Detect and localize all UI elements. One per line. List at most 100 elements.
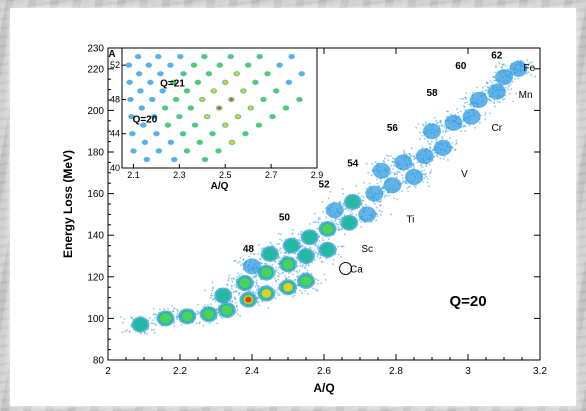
scatter-dot xyxy=(316,289,319,292)
scatter-dot xyxy=(455,139,458,142)
scatter-dot xyxy=(489,79,492,82)
scatter-dot xyxy=(317,279,320,282)
scatter-dot xyxy=(515,92,517,95)
inset-blob-core xyxy=(180,131,186,136)
inset-blob xyxy=(167,139,175,145)
scatter-dot xyxy=(284,275,287,278)
scatter-dot xyxy=(303,246,305,248)
scatter-dot xyxy=(210,303,212,305)
scatter-dot xyxy=(332,263,334,265)
scatter-dot xyxy=(130,316,133,319)
scatter-dot xyxy=(464,125,467,128)
scatter-dot xyxy=(198,322,201,325)
scatter-dot xyxy=(250,290,252,292)
scatter-dot xyxy=(468,124,471,127)
inset-x-axis-title: A/Q xyxy=(211,181,229,192)
scatter-dot xyxy=(427,140,430,143)
scatter-dot xyxy=(527,63,530,66)
scatter-dot xyxy=(416,161,419,164)
scatter-dot xyxy=(487,98,490,101)
cluster-blob-core xyxy=(299,249,313,263)
cluster-blob-core xyxy=(216,289,231,303)
scatter-dot xyxy=(204,289,207,292)
scatter-dot xyxy=(277,288,279,290)
scatter-dot xyxy=(294,279,296,282)
inset-blob xyxy=(155,148,163,154)
inset-blob xyxy=(143,156,150,163)
scatter-dot xyxy=(285,277,287,280)
scatter-dot xyxy=(198,311,200,314)
scatter-dot xyxy=(312,287,315,290)
scatter-dot xyxy=(211,298,214,301)
inset-blob-core xyxy=(165,123,171,128)
scatter-dot xyxy=(412,162,415,165)
scatter-dot xyxy=(375,178,378,181)
scatter-dot xyxy=(233,259,236,262)
scatter-dot xyxy=(390,164,393,167)
scatter-dot xyxy=(291,232,294,235)
inset-blob xyxy=(128,113,135,120)
scatter-dot xyxy=(383,160,386,163)
scatter-dot xyxy=(484,118,487,121)
inset-blob-core xyxy=(256,123,262,128)
inset-blob-core xyxy=(206,71,212,76)
scatter-dot xyxy=(280,247,282,250)
inset-blob xyxy=(159,88,166,94)
scatter-dot xyxy=(493,99,496,101)
scatter-dot xyxy=(238,260,241,263)
inset-y-tick-label: 48 xyxy=(110,94,120,104)
scatter-dot xyxy=(439,122,442,124)
scatter-dot xyxy=(511,80,514,83)
scatter-dot xyxy=(287,272,290,275)
inset-blob-peak xyxy=(229,98,233,101)
inset-blob xyxy=(145,62,152,68)
scatter-dot xyxy=(235,276,238,278)
mass-number-label: 62 xyxy=(491,50,503,61)
scatter-dot xyxy=(292,229,294,232)
scatter-dot xyxy=(402,149,405,152)
scatter-dot xyxy=(441,137,444,140)
scatter-dot xyxy=(507,88,510,91)
scatter-dot xyxy=(149,317,152,319)
scatter-dot xyxy=(212,287,215,290)
scatter-dot xyxy=(504,64,507,67)
scatter-dot xyxy=(360,226,363,228)
scatter-dot xyxy=(299,289,302,292)
cluster-blob-core xyxy=(221,305,233,316)
scatter-dot xyxy=(256,289,258,292)
scatter-dot xyxy=(302,264,304,267)
scatter-dot xyxy=(126,329,128,332)
inset-blob xyxy=(130,148,137,154)
scatter-dot xyxy=(128,331,131,333)
cluster-blob-peak xyxy=(245,296,252,303)
scatter-dot xyxy=(403,151,406,154)
scatter-dot xyxy=(393,165,395,167)
scatter-dot xyxy=(466,101,468,103)
scatter-dot xyxy=(435,122,438,124)
scatter-dot xyxy=(123,318,126,320)
scatter-dot xyxy=(493,101,496,104)
inset-blob xyxy=(134,53,142,60)
scatter-dot xyxy=(387,155,390,158)
scatter-dot xyxy=(447,130,449,132)
scatter-dot xyxy=(254,285,257,288)
scatter-dot xyxy=(293,294,296,297)
scatter-dot xyxy=(152,307,155,310)
scatter-dot xyxy=(528,62,531,65)
scatter-dot xyxy=(220,316,223,319)
inset-blob xyxy=(141,139,149,145)
scatter-dot xyxy=(255,273,258,276)
scatter-dot xyxy=(304,246,307,249)
scatter-dot xyxy=(414,156,417,159)
scatter-dot xyxy=(204,304,206,306)
scatter-dot xyxy=(173,325,176,327)
scatter-dot xyxy=(457,111,459,114)
scatter-dot xyxy=(453,148,456,151)
scatter-dot xyxy=(342,203,345,206)
scatter-dot xyxy=(462,97,464,100)
scatter-dot xyxy=(143,332,146,335)
scatter-dot xyxy=(476,86,478,89)
scatter-dot xyxy=(211,289,214,292)
scatter-dot xyxy=(334,219,337,222)
cluster-blob xyxy=(487,83,506,100)
